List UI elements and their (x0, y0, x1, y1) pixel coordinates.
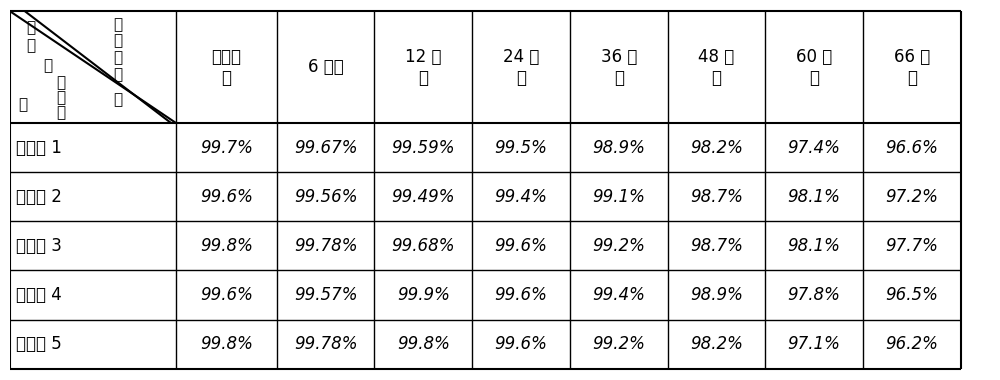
Text: 98.9%: 98.9% (592, 139, 645, 157)
Text: 98.9%: 98.9% (690, 286, 743, 304)
Text: 间: 间 (113, 67, 122, 82)
Text: 66 个
月: 66 个 月 (894, 48, 930, 87)
Text: 99.68%: 99.68% (392, 237, 455, 255)
Text: 12 个
月: 12 个 月 (405, 48, 442, 87)
Text: 99.57%: 99.57% (294, 286, 357, 304)
Text: 97.7%: 97.7% (885, 237, 938, 255)
Text: 实施例 1: 实施例 1 (16, 139, 62, 157)
Text: 放: 放 (113, 17, 122, 32)
Text: 99.6%: 99.6% (495, 335, 547, 353)
Text: 分: 分 (56, 75, 66, 90)
Text: 99.5%: 99.5% (495, 139, 547, 157)
Text: 99.4%: 99.4% (495, 188, 547, 206)
Text: 实施例 2: 实施例 2 (16, 188, 62, 206)
Text: 98.1%: 98.1% (788, 188, 841, 206)
Text: 时: 时 (113, 51, 122, 65)
Text: 97.4%: 97.4% (788, 139, 841, 157)
Text: 置: 置 (113, 33, 122, 49)
Text: 36 个
月: 36 个 月 (601, 48, 637, 87)
Text: 99.59%: 99.59% (392, 139, 455, 157)
Text: 99.6%: 99.6% (200, 188, 253, 206)
Text: 99.2%: 99.2% (592, 335, 645, 353)
Text: 含: 含 (56, 90, 66, 106)
Text: 量: 量 (56, 105, 66, 120)
Text: 99.2%: 99.2% (592, 237, 645, 255)
Text: 98.1%: 98.1% (788, 237, 841, 255)
Text: 99.6%: 99.6% (200, 286, 253, 304)
Text: 目: 目 (113, 92, 122, 107)
Text: 99.8%: 99.8% (397, 335, 450, 353)
Text: 起始含
量: 起始含 量 (211, 48, 241, 87)
Text: 96.5%: 96.5% (885, 286, 938, 304)
Text: 97.8%: 97.8% (788, 286, 841, 304)
Text: 24 个
月: 24 个 月 (503, 48, 539, 87)
Text: 97.2%: 97.2% (885, 188, 938, 206)
Text: 99.78%: 99.78% (294, 335, 357, 353)
Text: 98.2%: 98.2% (690, 335, 743, 353)
Text: 98.2%: 98.2% (690, 139, 743, 157)
Text: 98.7%: 98.7% (690, 188, 743, 206)
Text: 实施例 5: 实施例 5 (16, 335, 62, 353)
Text: 成: 成 (43, 58, 52, 73)
Text: 99.6%: 99.6% (495, 237, 547, 255)
Text: 效: 效 (27, 38, 36, 53)
Text: 60 个
月: 60 个 月 (796, 48, 832, 87)
Text: 有: 有 (27, 20, 36, 35)
Text: 99.7%: 99.7% (200, 139, 253, 157)
Text: 6 个月: 6 个月 (308, 58, 344, 76)
Text: 98.7%: 98.7% (690, 237, 743, 255)
Text: 99.49%: 99.49% (392, 188, 455, 206)
Text: 99.1%: 99.1% (592, 188, 645, 206)
Text: 实施例 4: 实施例 4 (16, 286, 62, 304)
Text: 96.6%: 96.6% (885, 139, 938, 157)
Text: 实施例 3: 实施例 3 (16, 237, 62, 255)
Text: 99.67%: 99.67% (294, 139, 357, 157)
Text: 99.78%: 99.78% (294, 237, 357, 255)
Text: 99.4%: 99.4% (592, 286, 645, 304)
Text: 99.9%: 99.9% (397, 286, 450, 304)
Text: 99.8%: 99.8% (200, 335, 253, 353)
Text: 99.8%: 99.8% (200, 237, 253, 255)
Text: 96.2%: 96.2% (885, 335, 938, 353)
Text: 97.1%: 97.1% (788, 335, 841, 353)
Text: 99.6%: 99.6% (495, 286, 547, 304)
Text: 99.56%: 99.56% (294, 188, 357, 206)
Text: 项: 项 (18, 97, 27, 112)
Text: 48 个
月: 48 个 月 (698, 48, 735, 87)
